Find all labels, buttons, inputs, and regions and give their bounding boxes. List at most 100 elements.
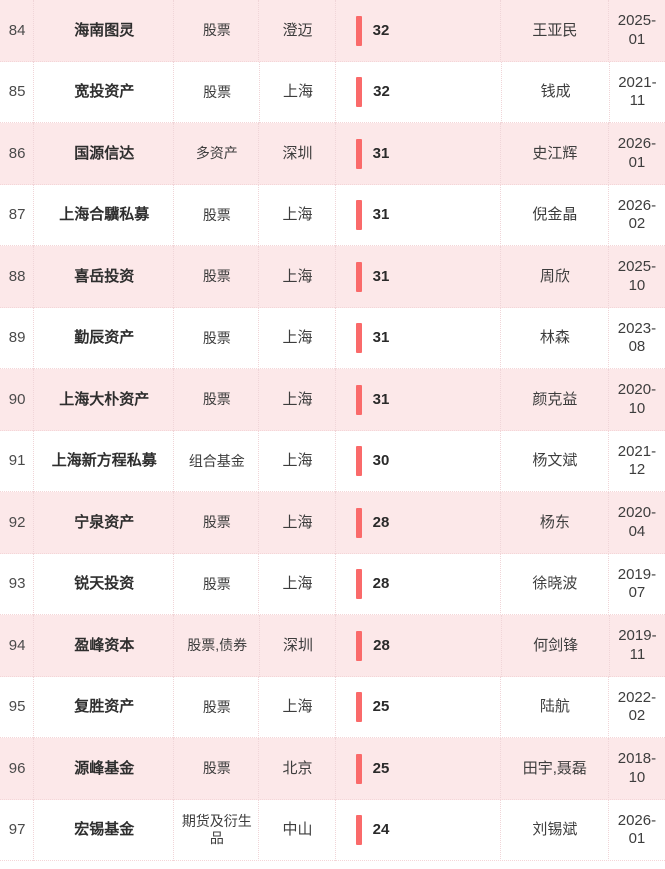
- cell-city: 上海: [259, 369, 336, 431]
- cell-type: 多资产: [174, 123, 260, 185]
- cell-score: 28: [336, 615, 502, 677]
- cell-rank: 94: [0, 615, 35, 677]
- table-row[interactable]: 96 源峰基金 股票 北京 25 田宇,聂磊 2018-10: [0, 738, 665, 800]
- cell-leader: 徐晓波: [501, 553, 609, 616]
- cell-score: 31: [336, 184, 501, 247]
- table-row[interactable]: 94 盈峰资本 股票,债券 深圳 28 何剑锋 2019-11: [0, 615, 665, 677]
- cell-name: 锐天投资: [34, 553, 175, 616]
- cell-city: 上海: [259, 246, 336, 308]
- cell-rank: 85: [0, 61, 35, 124]
- cell-leader: 林森: [501, 307, 609, 370]
- cell-leader: 王亚民: [501, 0, 609, 62]
- cell-rank: 90: [0, 369, 35, 431]
- table-row[interactable]: 97 宏锡基金 期货及衍生品 中山 24 刘锡斌 2026-01: [0, 799, 665, 862]
- score-bar-marker: [356, 630, 363, 661]
- cell-rank: 91: [0, 430, 35, 493]
- cell-name: 勤辰资产: [34, 307, 175, 370]
- score-value: 31: [372, 206, 390, 224]
- cell-rank: 89: [0, 307, 35, 370]
- cell-date: 2021-11: [618, 73, 657, 110]
- cell-type: 股票: [174, 184, 260, 247]
- cell-type: 股票: [174, 246, 260, 308]
- cell-score: 31: [336, 307, 501, 370]
- score-bar-marker: [355, 323, 362, 354]
- cell-rank: 93: [0, 553, 35, 616]
- cell-score: 28: [336, 492, 501, 554]
- score-bar-marker: [355, 507, 362, 538]
- cell-leader: 颜克益: [501, 369, 609, 431]
- cell-type: 股票: [174, 307, 260, 370]
- cell-rank: 97: [0, 799, 35, 862]
- cell-type: 股票,债券: [174, 615, 260, 677]
- cell-name: 源峰基金: [34, 738, 175, 800]
- cell-date: 2023-08: [617, 319, 657, 356]
- cell-rank: 92: [0, 492, 35, 554]
- cell-score: 25: [336, 676, 501, 739]
- score-value: 25: [372, 759, 390, 777]
- cell-type: 期货及衍生品: [174, 799, 260, 862]
- cell-type: 股票: [174, 369, 260, 431]
- cell-city: 上海: [260, 61, 337, 124]
- cell-type: 股票: [174, 61, 260, 124]
- score-value: 25: [372, 698, 390, 716]
- cell-date: 2018-10: [617, 750, 657, 786]
- cell-score: 24: [336, 799, 501, 862]
- table-row[interactable]: 86 国源信达 多资产 深圳 31 史江辉 2026-01: [0, 123, 665, 185]
- cell-date: 2021-12: [617, 442, 657, 479]
- cell-score: 32: [336, 0, 501, 62]
- table-row[interactable]: 87 上海合驥私募 股票 上海 31 倪金晶 2026-02: [0, 184, 665, 247]
- cell-name: 上海大朴资产: [34, 369, 175, 431]
- cell-date: 2025-10: [617, 258, 657, 294]
- cell-name: 喜岳投资: [34, 246, 175, 308]
- cell-date: 2020-04: [617, 504, 657, 540]
- cell-type: 股票: [174, 676, 260, 739]
- table-row[interactable]: 90 上海大朴资产 股票 上海 31 颜克益 2020-10: [0, 369, 665, 431]
- table-row[interactable]: 93 锐天投资 股票 上海 28 徐晓波 2019-07: [0, 553, 665, 616]
- cell-date: 2026-02: [617, 196, 657, 233]
- score-bar-marker: [355, 753, 362, 784]
- score-bar-marker: [355, 15, 362, 46]
- score-value: 32: [373, 83, 390, 101]
- cell-rank: 86: [0, 123, 35, 185]
- cell-score: 31: [336, 123, 501, 185]
- score-value: 31: [372, 390, 390, 408]
- table-row[interactable]: 89 勤辰资产 股票 上海 31 林森 2023-08: [0, 307, 665, 370]
- cell-name: 盈峰资本: [34, 615, 175, 677]
- score-value: 31: [372, 267, 390, 285]
- table-row[interactable]: 88 喜岳投资 股票 上海 31 周欣 2025-10: [0, 246, 665, 308]
- cell-rank: 84: [0, 0, 35, 62]
- table-row[interactable]: 91 上海新方程私募 组合基金 上海 30 杨文斌 2021-12: [0, 430, 665, 493]
- cell-leader: 何剑锋: [502, 615, 610, 677]
- cell-date: 2019-11: [618, 627, 657, 663]
- cell-name: 海南图灵: [34, 0, 175, 62]
- cell-leader: 陆航: [501, 676, 609, 739]
- cell-rank: 87: [0, 184, 35, 247]
- cell-leader: 倪金晶: [501, 184, 609, 247]
- cell-leader: 杨文斌: [501, 430, 609, 493]
- score-value: 24: [372, 821, 390, 839]
- table-row[interactable]: 95 复胜资产 股票 上海 25 陆航 2022-02: [0, 676, 665, 739]
- cell-name: 国源信达: [34, 123, 175, 185]
- table-row[interactable]: 85 宽投资产 股票 上海 32 钱成 2021-11: [0, 61, 665, 124]
- cell-city: 中山: [259, 799, 336, 862]
- cell-type: 组合基金: [174, 430, 260, 493]
- table-row[interactable]: 92 宁泉资产 股票 上海 28 杨东 2020-04: [0, 492, 665, 554]
- cell-city: 深圳: [260, 615, 337, 677]
- score-value: 30: [372, 452, 390, 470]
- cell-city: 澄迈: [259, 0, 336, 62]
- cell-type: 股票: [174, 553, 260, 616]
- score-value: 28: [372, 513, 390, 531]
- score-bar-marker: [355, 200, 362, 231]
- cell-city: 深圳: [259, 123, 336, 185]
- cell-name: 上海新方程私募: [34, 430, 175, 493]
- cell-name: 上海合驥私募: [34, 184, 175, 247]
- table-row[interactable]: 84 海南图灵 股票 澄迈 32 王亚民 2025-01: [0, 0, 665, 62]
- cell-type: 股票: [174, 0, 260, 62]
- cell-rank: 95: [0, 676, 35, 739]
- cell-leader: 钱成: [502, 61, 610, 124]
- cell-name: 宏锡基金: [34, 799, 175, 862]
- score-bar-marker: [355, 384, 362, 415]
- cell-city: 上海: [259, 430, 336, 493]
- cell-rank: 88: [0, 246, 35, 308]
